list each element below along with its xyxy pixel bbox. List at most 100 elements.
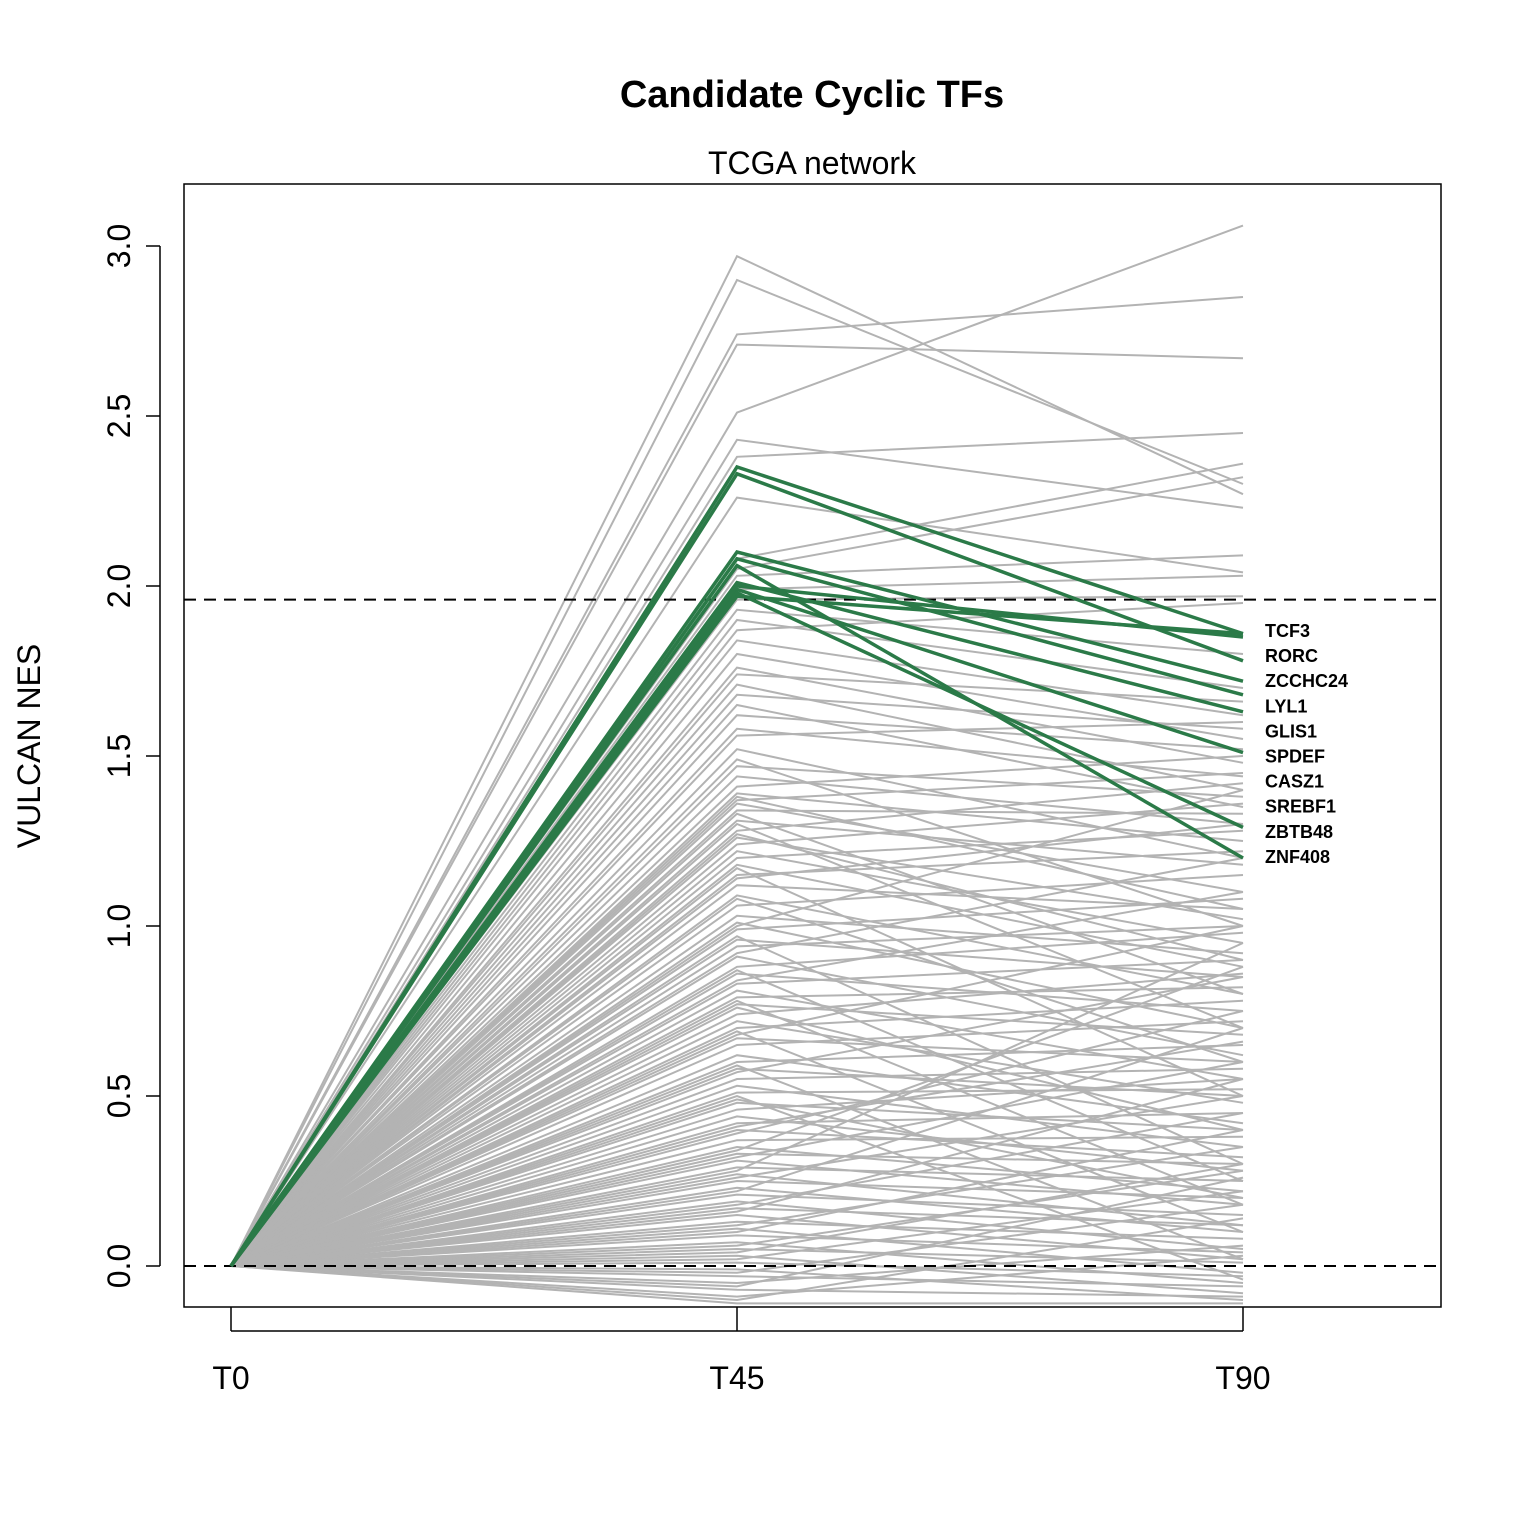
background-series-line <box>230 1261 1244 1278</box>
tf-label: ZBTB48 <box>1265 822 1333 842</box>
background-series-line <box>230 925 1244 1267</box>
background-series-line <box>230 1169 1244 1267</box>
y-tick-label: 1.5 <box>101 734 137 778</box>
background-series-line <box>230 833 1244 1267</box>
tf-label: GLIS1 <box>1265 721 1317 741</box>
background-series-line <box>230 874 1244 1267</box>
background-series-line <box>230 618 1244 1267</box>
tf-label: TCF3 <box>1265 621 1310 641</box>
background-series-line <box>230 1027 1244 1267</box>
background-series-line <box>230 554 1244 1267</box>
tf-label: LYL1 <box>1265 696 1307 716</box>
background-series-line <box>230 296 1244 1267</box>
background-series-line <box>230 496 1244 1267</box>
background-series-line <box>230 1213 1244 1267</box>
background-series-line <box>230 802 1244 1267</box>
background-series-line <box>230 925 1244 1267</box>
background-series-line <box>230 1101 1244 1267</box>
background-series-line <box>230 755 1244 1267</box>
background-series-line <box>230 1203 1244 1274</box>
background-series-line <box>230 1054 1244 1267</box>
background-series-line <box>230 884 1244 1267</box>
background-series-line <box>230 652 1244 1267</box>
tf-label: RORC <box>1265 646 1318 666</box>
background-series-line <box>230 1067 1244 1267</box>
background-series-line <box>230 1037 1244 1267</box>
background-series-line <box>230 254 1244 1267</box>
reference-lines-group <box>184 598 1441 1267</box>
background-series-line <box>230 432 1244 1267</box>
background-series-line <box>230 829 1244 1267</box>
background-series-line <box>230 1078 1244 1267</box>
background-series-line <box>230 1020 1244 1267</box>
background-series-line <box>230 343 1244 1267</box>
y-tick-label: 2.0 <box>101 564 137 608</box>
background-series-line <box>230 1152 1244 1267</box>
background-series-line <box>230 721 1244 1267</box>
background-series-line <box>230 1020 1244 1267</box>
background-series-line <box>230 942 1244 1267</box>
x-tick-label: T45 <box>709 1360 764 1396</box>
background-series-line <box>230 1207 1244 1267</box>
background-series-line <box>230 1163 1244 1267</box>
background-series-line <box>230 765 1244 1267</box>
background-series-line <box>230 965 1244 1267</box>
background-series-line <box>230 999 1244 1267</box>
y-tick-label: 1.0 <box>101 904 137 948</box>
background-series-line <box>230 1159 1244 1267</box>
background-series-line <box>230 1003 1244 1267</box>
background-series-line <box>230 986 1244 1267</box>
background-series-line <box>230 789 1244 1267</box>
background-series-line <box>230 1128 1244 1267</box>
background-series-line <box>230 639 1244 1267</box>
background-series-line <box>230 857 1244 1267</box>
background-series-line <box>230 1084 1244 1267</box>
background-series-line <box>230 812 1244 1267</box>
background-series-line <box>230 775 1244 1267</box>
background-series-line <box>230 1006 1244 1267</box>
background-series-line <box>230 891 1244 1267</box>
background-series-line <box>230 1176 1244 1288</box>
tf-label: CASZ1 <box>1265 772 1324 792</box>
background-series-line <box>230 714 1244 1267</box>
highlighted-series-line <box>229 471 1244 1267</box>
background-series-line <box>230 935 1244 1267</box>
background-series-line <box>230 1030 1244 1267</box>
tf-label: ZCCHC24 <box>1265 671 1348 691</box>
tf-label: SREBF1 <box>1265 797 1336 817</box>
background-series-line <box>230 1135 1244 1267</box>
background-series-line <box>230 1234 1244 1267</box>
tf-label: ZNF408 <box>1265 847 1330 867</box>
tf-label: SPDEF <box>1265 747 1325 767</box>
background-series-line <box>230 914 1244 1267</box>
background-series-line <box>230 1129 1244 1267</box>
background-series-line <box>230 1186 1244 1267</box>
highlighted-series-line <box>229 594 1244 1268</box>
background-series-line <box>230 1265 1244 1298</box>
tf-label-group: TCF3 RORC ZCCHC24 LYL1 GLIS1 SPDEF CASZ1 SREBF1… <box>1265 621 1348 867</box>
background-series-line <box>230 1179 1244 1267</box>
background-series-line <box>230 1044 1244 1267</box>
background-series-line <box>230 897 1244 1267</box>
y-axis: 0.0 0.5 1.0 1.5 2.0 2.5 3.0 <box>101 224 161 1288</box>
background-series-line <box>230 1040 1244 1267</box>
y-tick-label: 2.5 <box>101 394 137 438</box>
background-series-line <box>230 224 1244 1267</box>
x-tick-label: T90 <box>1215 1360 1270 1396</box>
background-series-line <box>230 1061 1244 1267</box>
background-series-line <box>230 1146 1244 1267</box>
background-series-group <box>230 224 1244 1305</box>
background-series-line <box>230 802 1244 1267</box>
background-series-line <box>230 1254 1244 1298</box>
y-tick-label: 3.0 <box>101 224 137 268</box>
plot-frame <box>183 183 1442 1308</box>
background-series-line <box>230 1067 1244 1267</box>
background-series-line <box>230 673 1244 1267</box>
background-series-line <box>230 1217 1244 1302</box>
background-series-line <box>230 1220 1244 1267</box>
background-series-line <box>230 999 1244 1267</box>
y-axis-label: VULCAN NES <box>11 644 47 849</box>
background-series-line <box>230 758 1244 1267</box>
